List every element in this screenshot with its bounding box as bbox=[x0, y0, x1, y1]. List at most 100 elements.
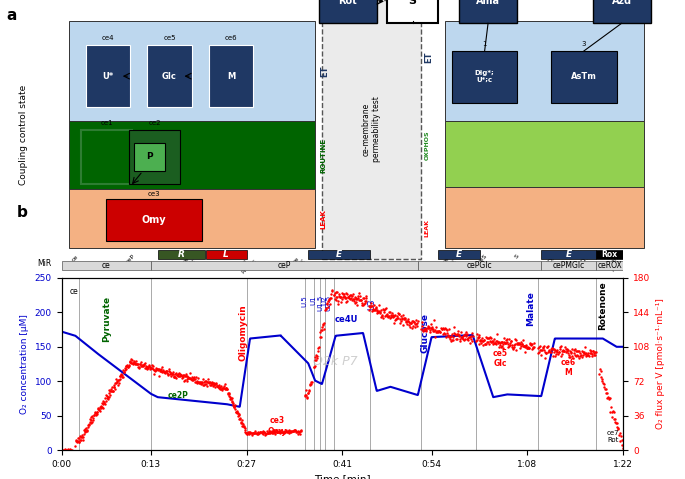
Text: 1: 1 bbox=[482, 41, 487, 47]
Text: AsTm: AsTm bbox=[571, 72, 597, 81]
Y-axis label: O₂ flux per V [pmol·s⁻¹·mL⁻¹]: O₂ flux per V [pmol·s⁻¹·mL⁻¹] bbox=[656, 298, 665, 430]
Text: MiR: MiR bbox=[37, 259, 51, 268]
Text: Oligomycin: Oligomycin bbox=[238, 305, 248, 361]
Text: S: S bbox=[409, 0, 416, 6]
Bar bbox=[81, 130, 132, 184]
X-axis label: Time [min]: Time [min] bbox=[314, 475, 371, 479]
Text: a: a bbox=[7, 8, 17, 23]
Text: ce4: ce4 bbox=[101, 35, 114, 41]
Text: ce3: ce3 bbox=[148, 191, 160, 196]
Text: U.5: U.5 bbox=[302, 295, 308, 307]
Text: Malate: Malate bbox=[526, 291, 536, 326]
Bar bbox=[541, 250, 596, 259]
Text: ce: ce bbox=[102, 261, 110, 270]
Text: U2: U2 bbox=[321, 295, 327, 305]
Text: ce6: ce6 bbox=[225, 35, 238, 41]
Text: ET: ET bbox=[425, 51, 434, 63]
Text: ceP: ceP bbox=[277, 261, 291, 270]
Bar bbox=[593, 0, 651, 23]
Text: M: M bbox=[227, 72, 236, 80]
Text: R: R bbox=[178, 250, 185, 259]
Y-axis label: O₂ concentration [μM]: O₂ concentration [μM] bbox=[20, 314, 29, 414]
Text: cePGlc: cePGlc bbox=[466, 261, 493, 270]
Text: ce
ROX: ce ROX bbox=[440, 253, 457, 271]
Text: ce: ce bbox=[70, 287, 78, 296]
Text: LEAK: LEAK bbox=[320, 209, 326, 228]
Bar bbox=[68, 121, 315, 189]
Text: Glucose: Glucose bbox=[420, 313, 429, 353]
Text: ceROX: ceROX bbox=[597, 261, 622, 270]
Bar bbox=[319, 0, 377, 23]
Text: CIV: CIV bbox=[580, 253, 591, 264]
Text: ce2: ce2 bbox=[148, 120, 161, 126]
Text: Glc: Glc bbox=[162, 72, 177, 80]
Bar bbox=[86, 45, 130, 107]
Text: ceP: ceP bbox=[125, 253, 136, 265]
Text: Rox: Rox bbox=[601, 250, 618, 259]
Text: Rot: Rot bbox=[338, 0, 357, 6]
Text: ce
PMGlc: ce PMGlc bbox=[236, 253, 257, 274]
Bar bbox=[209, 45, 253, 107]
Bar bbox=[68, 21, 315, 121]
Bar bbox=[551, 51, 616, 103]
Text: Rotenone: Rotenone bbox=[598, 281, 608, 330]
Bar bbox=[418, 261, 541, 270]
Text: ROUTINE: ROUTINE bbox=[320, 137, 326, 172]
Text: ce6
M: ce6 M bbox=[561, 358, 576, 377]
Text: Dig*;
U*;c: Dig*; U*;c bbox=[475, 70, 495, 83]
Bar bbox=[445, 21, 644, 121]
Bar bbox=[445, 187, 644, 248]
Text: Azd: Azd bbox=[612, 0, 632, 6]
Text: ce4U: ce4U bbox=[334, 315, 358, 324]
Text: Coupling control state: Coupling control state bbox=[19, 84, 29, 184]
Bar bbox=[134, 143, 165, 171]
Bar bbox=[445, 121, 644, 187]
Text: U3: U3 bbox=[366, 298, 376, 310]
Text: P: P bbox=[147, 152, 153, 161]
Text: U1.5: U1.5 bbox=[317, 295, 323, 311]
Text: ET: ET bbox=[320, 65, 329, 77]
Text: ce1: ce1 bbox=[100, 120, 113, 126]
Text: ceS: ceS bbox=[477, 253, 488, 265]
Text: Omy: Omy bbox=[142, 215, 166, 225]
Text: E: E bbox=[456, 250, 462, 259]
Bar bbox=[147, 45, 192, 107]
Text: O2k P7: O2k P7 bbox=[313, 355, 358, 368]
Text: ce-membrane
permeability test: ce-membrane permeability test bbox=[362, 96, 382, 162]
Text: b: b bbox=[16, 205, 27, 220]
Text: ROX: ROX bbox=[545, 253, 558, 266]
Text: U2.5: U2.5 bbox=[325, 295, 331, 311]
Bar bbox=[206, 250, 247, 259]
Text: pce-ET-pathway state: pce-ET-pathway state bbox=[492, 279, 597, 289]
Bar bbox=[129, 130, 180, 184]
Text: ce5: ce5 bbox=[163, 35, 176, 41]
Text: ce2P: ce2P bbox=[168, 390, 188, 399]
Bar bbox=[308, 250, 370, 259]
Text: LEAK: LEAK bbox=[425, 218, 429, 237]
Bar bbox=[452, 51, 517, 103]
Text: ce: ce bbox=[71, 253, 79, 262]
Bar bbox=[596, 250, 623, 259]
Text: ce
ROX: ce ROX bbox=[290, 253, 306, 271]
Bar bbox=[387, 0, 438, 23]
Text: U*: U* bbox=[102, 72, 114, 80]
Text: ce5
Glc: ce5 Glc bbox=[493, 349, 508, 368]
Text: OXPHOS: OXPHOS bbox=[425, 130, 429, 160]
Text: ce3
Omy: ce3 Omy bbox=[268, 416, 287, 436]
Text: E: E bbox=[566, 250, 571, 259]
Bar bbox=[438, 250, 480, 259]
Text: L: L bbox=[223, 250, 229, 259]
Text: Pyruvate: Pyruvate bbox=[101, 296, 111, 342]
Text: E: E bbox=[336, 250, 342, 259]
Bar bbox=[322, 0, 421, 259]
Text: U1: U1 bbox=[311, 295, 316, 305]
Bar bbox=[596, 261, 623, 270]
Text: ce-substrate state: ce-substrate state bbox=[147, 279, 236, 289]
Text: cePMGlc: cePMGlc bbox=[552, 261, 585, 270]
Text: ce7
Rot: ce7 Rot bbox=[607, 430, 619, 443]
Bar bbox=[541, 261, 596, 270]
Bar bbox=[459, 0, 517, 23]
Bar bbox=[62, 261, 151, 270]
Text: Ama: Ama bbox=[476, 0, 500, 6]
Bar bbox=[151, 261, 418, 270]
